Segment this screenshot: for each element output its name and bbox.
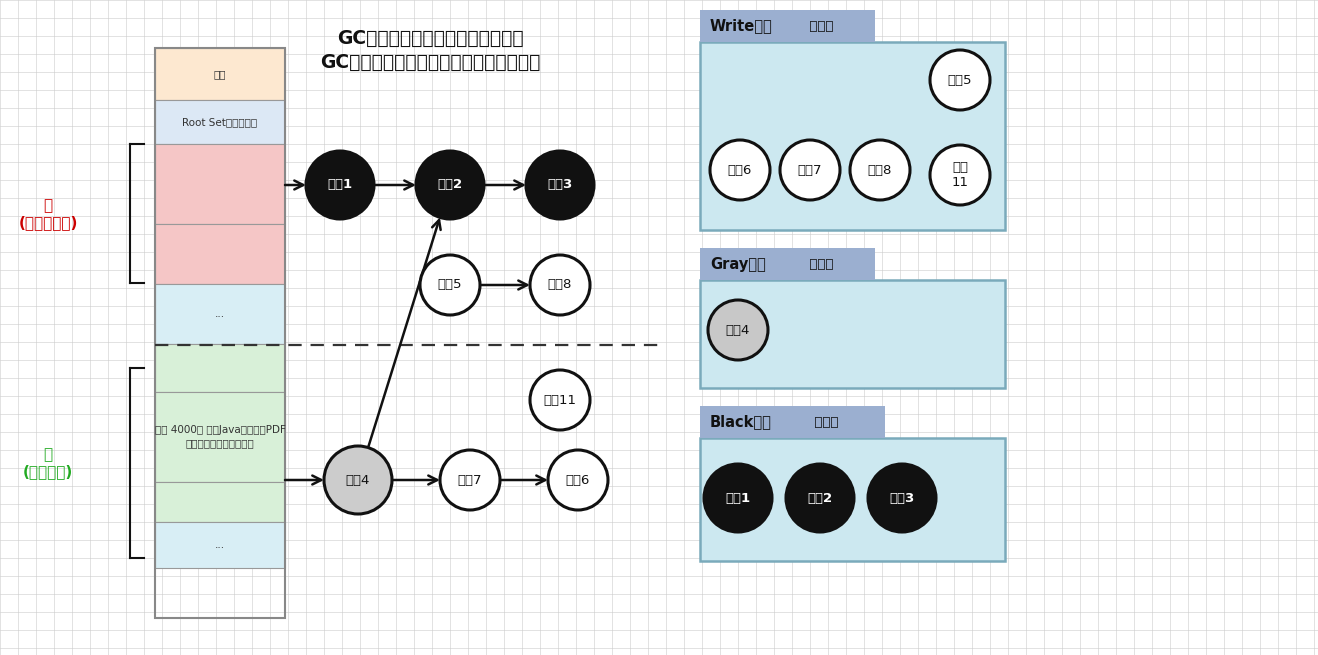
- Text: ...: ...: [215, 309, 225, 319]
- Circle shape: [704, 464, 772, 532]
- Text: 标记表: 标记表: [807, 415, 838, 428]
- Text: 对象7: 对象7: [797, 164, 822, 176]
- Bar: [156, 224, 285, 284]
- Bar: [700, 248, 875, 280]
- Bar: [700, 10, 875, 42]
- Text: 标记表: 标记表: [801, 257, 833, 271]
- Circle shape: [869, 464, 936, 532]
- Circle shape: [440, 450, 500, 510]
- Bar: [700, 280, 1006, 388]
- Text: 对象8: 对象8: [867, 164, 892, 176]
- Bar: [700, 406, 884, 438]
- Circle shape: [324, 446, 391, 514]
- Text: 程序: 程序: [214, 69, 227, 79]
- Bar: [156, 482, 285, 522]
- Text: Root Set根节点集合: Root Set根节点集合: [182, 117, 257, 127]
- Text: GC开始：优先扫描栈，将栈全部标记为黑: GC开始：优先扫描栈，将栈全部标记为黑: [320, 52, 540, 71]
- Bar: [156, 144, 285, 224]
- Circle shape: [530, 370, 590, 430]
- Text: 对象3: 对象3: [547, 179, 572, 191]
- Text: 对象5: 对象5: [438, 278, 463, 291]
- Circle shape: [850, 140, 909, 200]
- Bar: [156, 48, 285, 618]
- Text: 对象6: 对象6: [565, 474, 590, 487]
- Bar: [156, 100, 285, 144]
- Bar: [156, 48, 285, 100]
- Text: 对象1: 对象1: [725, 491, 750, 504]
- Bar: [700, 42, 1006, 230]
- Circle shape: [306, 151, 374, 219]
- Text: 对象2: 对象2: [808, 491, 833, 504]
- Text: 对象
11: 对象 11: [952, 161, 969, 189]
- Circle shape: [708, 300, 768, 360]
- Text: 堆
(启用屏障): 堆 (启用屏障): [22, 447, 72, 479]
- Circle shape: [416, 151, 484, 219]
- Circle shape: [786, 464, 854, 532]
- Text: GC三色标记并发：混合写屏障流程: GC三色标记并发：混合写屏障流程: [336, 29, 523, 48]
- Text: 对象5: 对象5: [948, 73, 973, 86]
- Circle shape: [931, 145, 990, 205]
- Text: 对象6: 对象6: [728, 164, 753, 176]
- Text: 对象4: 对象4: [726, 324, 750, 337]
- Bar: [156, 344, 285, 392]
- Text: 对象7: 对象7: [457, 474, 482, 487]
- Text: 对象4: 对象4: [345, 474, 370, 487]
- Text: ...: ...: [215, 540, 225, 550]
- Text: 标记表: 标记表: [801, 20, 833, 33]
- Circle shape: [931, 50, 990, 110]
- Text: 领取 4000页 尼恩Java面试宝典PDF
关注公众号：技术自由圈: 领取 4000页 尼恩Java面试宝典PDF 关注公众号：技术自由圈: [154, 425, 286, 449]
- Circle shape: [420, 255, 480, 315]
- Circle shape: [780, 140, 840, 200]
- Text: 对象8: 对象8: [548, 278, 572, 291]
- Bar: [700, 438, 1006, 561]
- Text: 对象3: 对象3: [890, 491, 915, 504]
- Bar: [156, 284, 285, 344]
- Bar: [156, 522, 285, 568]
- Text: 对象1: 对象1: [327, 179, 352, 191]
- Circle shape: [530, 255, 590, 315]
- Bar: [156, 392, 285, 482]
- Text: 对象11: 对象11: [543, 394, 576, 407]
- Circle shape: [526, 151, 594, 219]
- Text: Write白色: Write白色: [710, 18, 772, 33]
- Text: Black黑色: Black黑色: [710, 415, 772, 430]
- Circle shape: [710, 140, 770, 200]
- Circle shape: [548, 450, 608, 510]
- Text: Gray灰色: Gray灰色: [710, 257, 766, 272]
- Text: 对象2: 对象2: [438, 179, 463, 191]
- Text: 栈
(不启用屏障): 栈 (不启用屏障): [18, 198, 78, 230]
